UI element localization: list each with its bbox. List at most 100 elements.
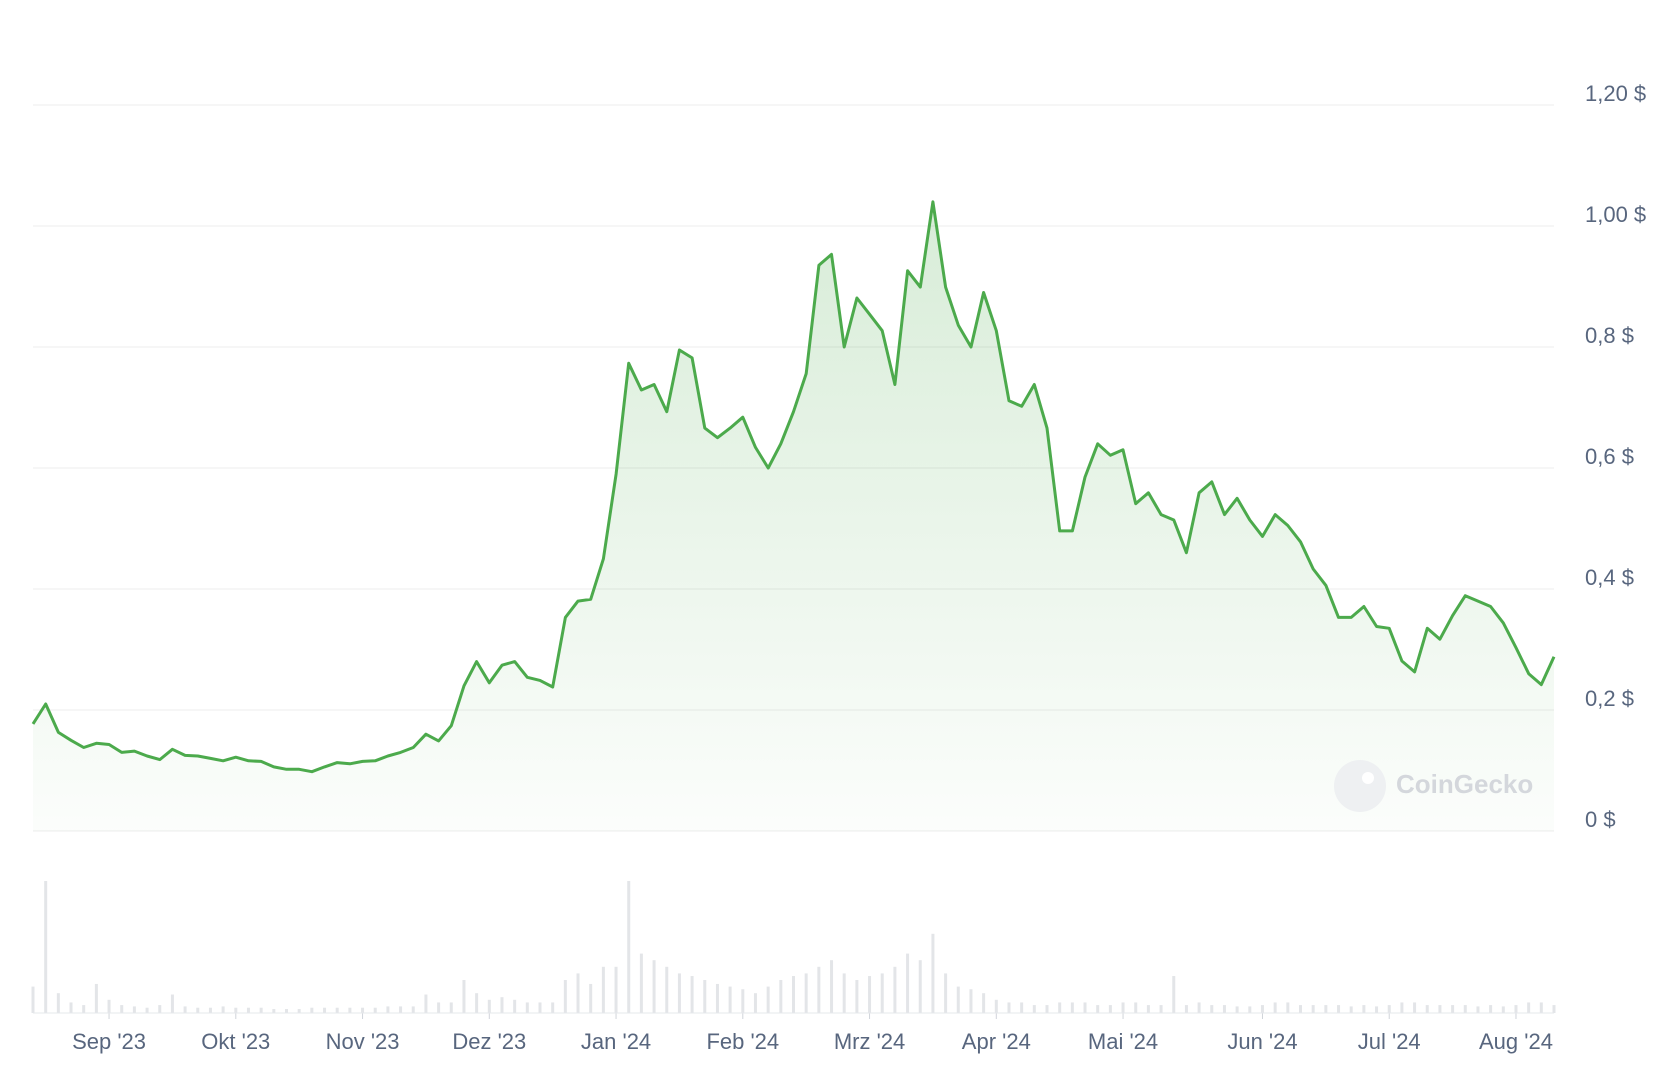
volume-bar: [1387, 1005, 1391, 1013]
volume-bar: [1489, 1005, 1493, 1013]
volume-bar: [82, 1005, 86, 1013]
volume-bar: [1362, 1005, 1366, 1013]
volume-bar: [1146, 1005, 1150, 1013]
volume-bar: [855, 980, 859, 1013]
volume-bar: [1222, 1005, 1226, 1013]
volume-bar: [715, 983, 719, 1013]
volume-bar: [399, 1006, 403, 1013]
volume-bar: [868, 976, 872, 1013]
volume-bar: [728, 986, 732, 1013]
volume-bar: [614, 966, 618, 1013]
volume-bar: [1108, 1005, 1112, 1013]
volume-bar: [1451, 1005, 1455, 1013]
volume-bar: [1273, 1002, 1277, 1013]
volume-bar: [449, 1002, 453, 1013]
volume-bar: [120, 1005, 124, 1013]
volume-bar: [1045, 1005, 1049, 1013]
volume-bar: [589, 983, 593, 1013]
volume-bar: [652, 960, 656, 1013]
volume-bar: [1121, 1002, 1125, 1013]
volume-bar: [1096, 1005, 1100, 1013]
volume-bar: [31, 986, 35, 1013]
volume-bar: [272, 1009, 276, 1013]
x-tick-label: Sep '23: [72, 1029, 146, 1054]
volume-bar: [1235, 1006, 1239, 1013]
volume-bar: [1286, 1002, 1290, 1013]
volume-bar: [563, 980, 567, 1013]
volume-bar: [246, 1007, 250, 1013]
volume-bar: [437, 1002, 441, 1013]
volume-bar: [56, 993, 60, 1013]
x-tick-label: Mrz '24: [834, 1029, 905, 1054]
watermark-eye: [1362, 772, 1374, 784]
volume-bar: [665, 966, 669, 1013]
volume-bar: [677, 973, 681, 1013]
volume-bar: [982, 993, 986, 1013]
volume-bar: [525, 1002, 529, 1013]
x-tick-label: Mai '24: [1088, 1029, 1158, 1054]
y-tick-label: 0,2 $: [1585, 686, 1634, 711]
volume-bar: [386, 1006, 390, 1013]
volume-bar: [1032, 1005, 1036, 1013]
volume-bar: [361, 1007, 365, 1013]
volume-bar: [1337, 1005, 1341, 1013]
volume-bar: [69, 1002, 73, 1013]
volume-bar: [969, 989, 973, 1013]
y-tick-label: 0 $: [1585, 807, 1616, 832]
x-tick-label: Okt '23: [201, 1029, 270, 1054]
volume-bar: [601, 966, 605, 1013]
volume-bar: [132, 1006, 136, 1013]
volume-bar: [323, 1007, 327, 1013]
x-tick-label: Dez '23: [452, 1029, 526, 1054]
x-tick-label: Aug '24: [1479, 1029, 1553, 1054]
volume-bar: [259, 1007, 263, 1013]
volume-bar: [956, 986, 960, 1013]
volume-bar: [918, 960, 922, 1013]
x-tick-label: Jul '24: [1358, 1029, 1421, 1054]
volume-bar: [1172, 976, 1176, 1013]
volume-bar: [1438, 1005, 1442, 1013]
volume-bar: [475, 993, 479, 1013]
volume-bar: [1476, 1006, 1480, 1013]
volume-bar: [1400, 1002, 1404, 1013]
volume-bar: [994, 999, 998, 1013]
volume-bar: [1527, 1002, 1531, 1013]
volume-bar: [1197, 1002, 1201, 1013]
price-line: [31, 200, 1556, 774]
volume-bar: [1425, 1005, 1429, 1013]
volume-bar: [1463, 1005, 1467, 1013]
volume-bar: [779, 980, 783, 1013]
volume-bar: [703, 980, 707, 1013]
y-tick-label: 0,8 $: [1585, 323, 1634, 348]
volume-bar: [1058, 1002, 1062, 1013]
watermark: CoinGecko: [1334, 760, 1533, 812]
volume-bar: [297, 1009, 301, 1013]
volume-bar: [690, 976, 694, 1013]
volume-bar: [500, 997, 504, 1013]
volume-bar: [285, 1009, 288, 1013]
volume-bar: [576, 973, 580, 1013]
volume-bar: [145, 1007, 149, 1013]
volume-bar: [348, 1007, 352, 1013]
volume-bar: [411, 1006, 415, 1013]
volume-bar: [462, 980, 466, 1013]
volume-bar: [183, 1006, 187, 1013]
volume-bar: [1070, 1002, 1074, 1013]
plot: 0 $ 0,2 $ 0,4 $ 0,6 $ 0,8 $ 1,00 $ 1,20 $ Sep '…: [31, 81, 1646, 1054]
volume-bar: [1539, 1002, 1543, 1013]
volume-bar: [792, 976, 795, 1013]
volume-bar: [538, 1002, 542, 1013]
volume-bar: [1501, 1006, 1505, 1013]
volume-bar: [817, 966, 821, 1013]
volume-bar: [906, 953, 910, 1013]
volume-bar: [196, 1007, 200, 1013]
x-tick-label: Jan '24: [581, 1029, 651, 1054]
volume-bar: [1210, 1005, 1214, 1013]
volume-bar: [842, 973, 846, 1013]
volume-bar: [1552, 1005, 1556, 1013]
volume-bar: [931, 933, 935, 1013]
volume-bar: [1349, 1006, 1353, 1013]
volume-bar: [551, 1002, 555, 1013]
x-tick-label: Jun '24: [1227, 1029, 1297, 1054]
